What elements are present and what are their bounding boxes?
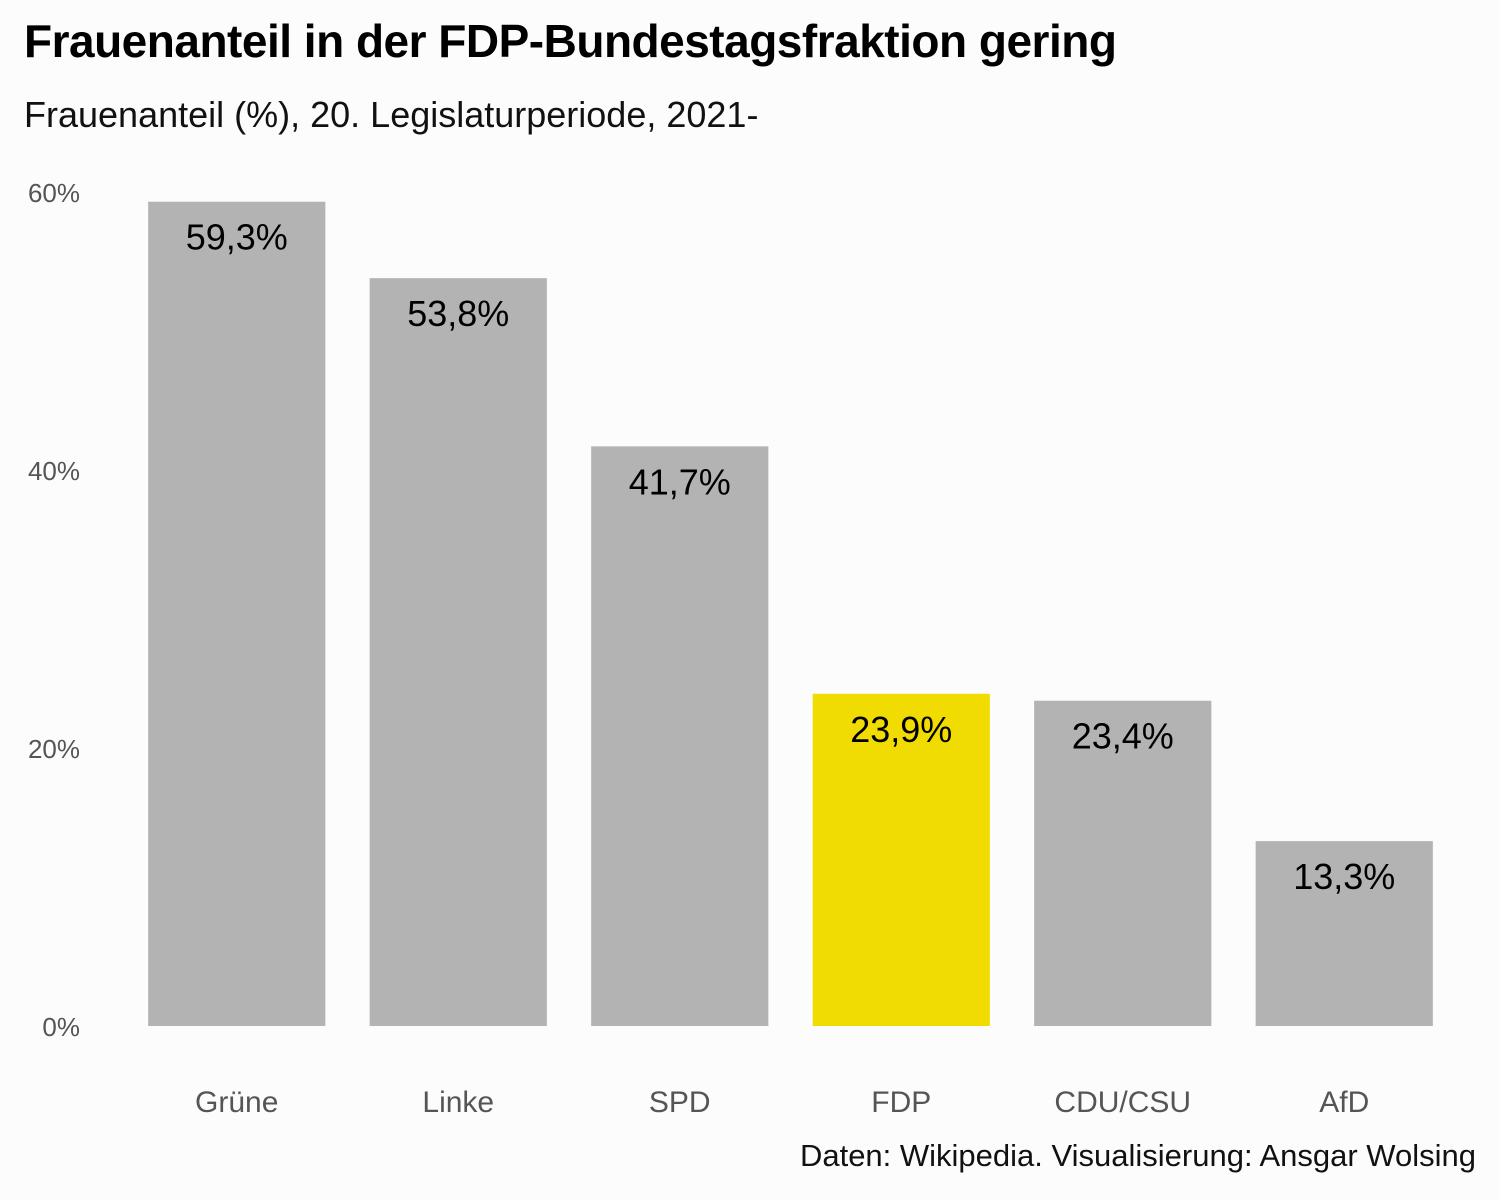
data-labels: 59,3% 53,8% 41,7% 23,9% 23,4% 13,3% — [186, 217, 1396, 897]
x-tick-label: AfD — [1319, 1086, 1369, 1119]
data-label: 23,9% — [850, 709, 952, 750]
y-tick-label: 40% — [28, 456, 80, 486]
bar — [148, 201, 326, 1027]
bar — [591, 446, 769, 1026]
chart-subtitle: Frauenanteil (%), 20. Legislaturperiode,… — [24, 94, 759, 135]
y-tick-label: 0% — [42, 1012, 80, 1042]
y-tick-label: 60% — [28, 178, 80, 208]
chart-title: Frauenanteil in der FDP-Bundestagsfrakti… — [24, 15, 1117, 67]
x-tick-label: Linke — [422, 1086, 494, 1119]
x-tick-label: SPD — [649, 1086, 711, 1119]
bar — [1034, 700, 1212, 1026]
bars — [148, 201, 1433, 1027]
bar — [812, 693, 990, 1026]
data-label: 41,7% — [629, 461, 731, 502]
source-caption: Daten: Wikipedia. Visualisierung: Ansgar… — [799, 1138, 1476, 1173]
x-tick-label: FDP — [871, 1086, 931, 1119]
x-axis-labels: Grüne Linke SPD FDP CDU/CSU AfD — [195, 1086, 1369, 1119]
x-tick-label: Grüne — [195, 1086, 278, 1119]
bar — [1255, 841, 1433, 1026]
data-label: 13,3% — [1293, 856, 1395, 897]
bar — [369, 278, 547, 1026]
y-axis-ticks: 0% 20% 40% 60% — [28, 178, 80, 1042]
x-tick-label: CDU/CSU — [1054, 1086, 1191, 1119]
data-label: 53,8% — [407, 293, 509, 334]
y-tick-label: 20% — [28, 734, 80, 764]
data-label: 23,4% — [1072, 716, 1174, 757]
data-label: 59,3% — [186, 217, 288, 258]
